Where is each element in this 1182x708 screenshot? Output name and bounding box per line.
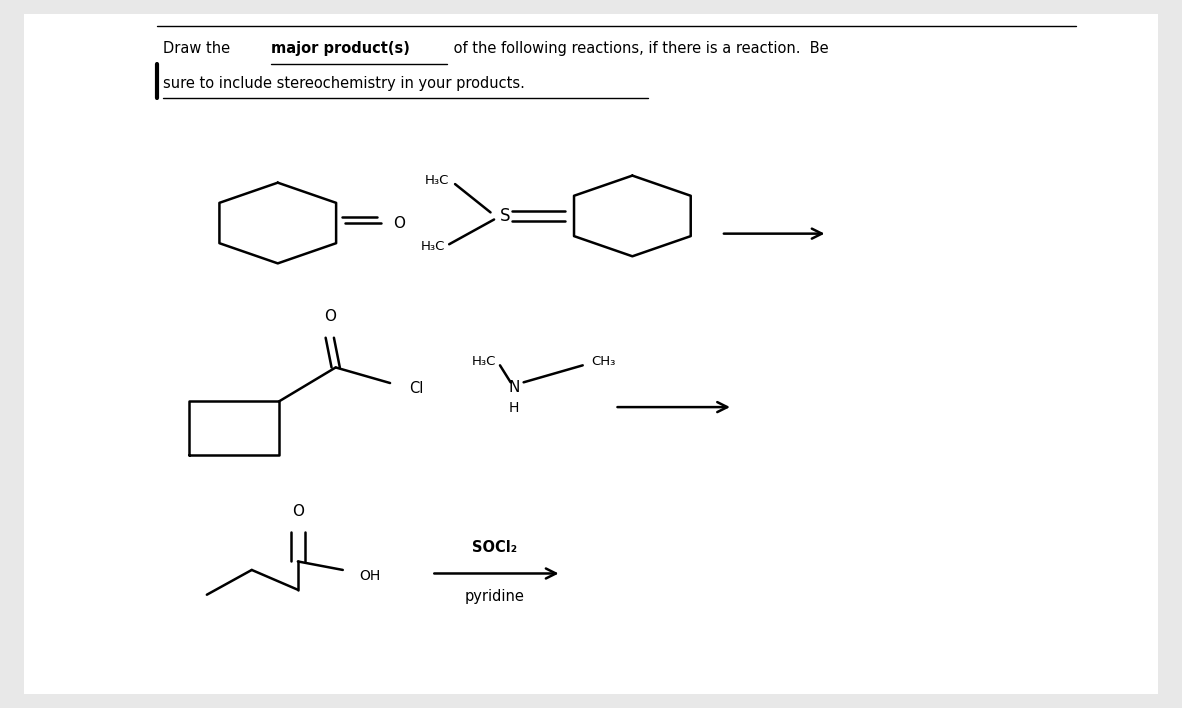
Text: H: H	[509, 401, 519, 415]
Text: H₃C: H₃C	[424, 174, 449, 187]
Text: H₃C: H₃C	[421, 240, 446, 253]
Text: CH₃: CH₃	[591, 355, 616, 367]
Text: pyridine: pyridine	[465, 589, 524, 605]
Text: O: O	[394, 215, 405, 231]
Text: major product(s): major product(s)	[271, 41, 409, 56]
Text: H₃C: H₃C	[472, 355, 496, 367]
Text: of the following reactions, if there is a reaction.  Be: of the following reactions, if there is …	[449, 41, 829, 56]
Text: N: N	[508, 380, 520, 396]
FancyBboxPatch shape	[24, 14, 1158, 694]
Text: sure to include stereochemistry in your products.: sure to include stereochemistry in your …	[163, 76, 525, 91]
Text: SOCl₂: SOCl₂	[472, 539, 517, 555]
Text: Draw the: Draw the	[163, 41, 235, 56]
Text: CI: CI	[409, 381, 423, 396]
Text: S: S	[500, 207, 511, 225]
Text: O: O	[292, 504, 304, 519]
Text: OH: OH	[359, 569, 381, 583]
Text: O: O	[324, 309, 336, 324]
